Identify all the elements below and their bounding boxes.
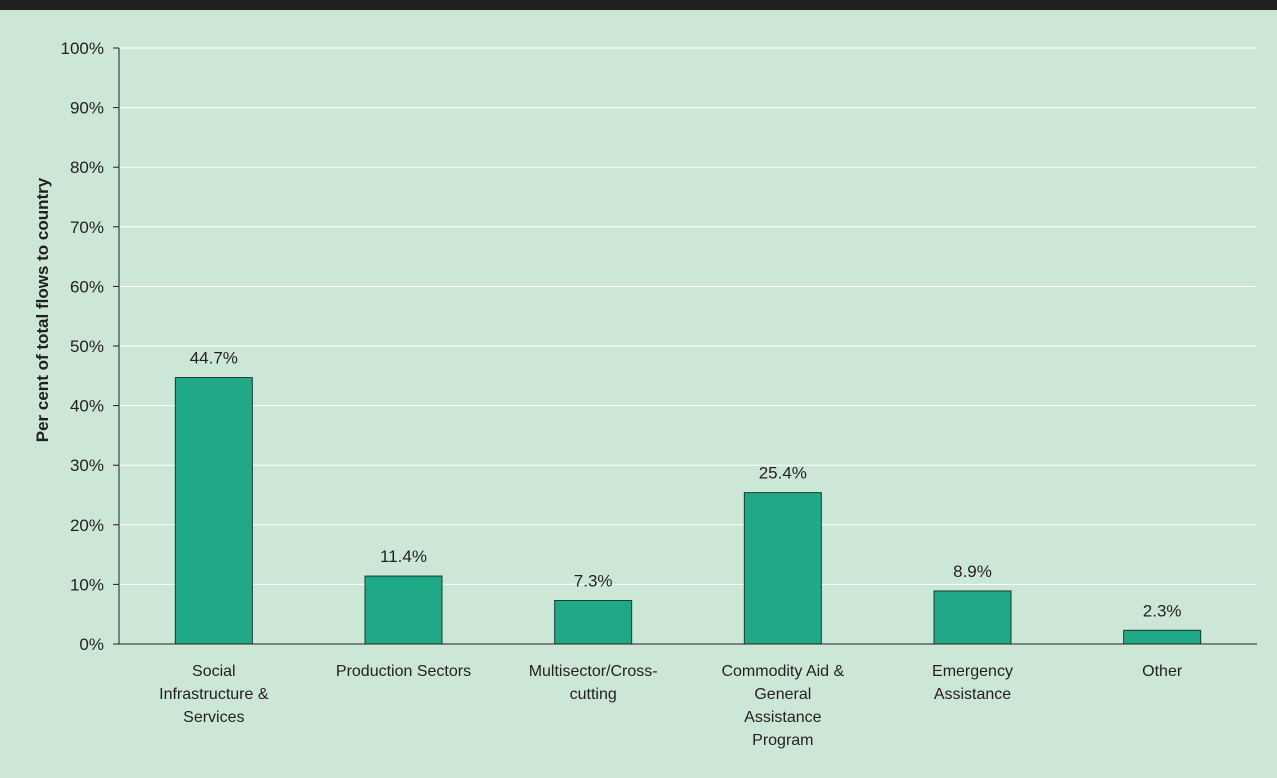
- x-tick-label-line: Emergency: [932, 663, 1013, 680]
- x-tick-label: Other: [1142, 663, 1183, 680]
- y-tick-label: 40%: [70, 397, 104, 416]
- axes: [113, 47, 1257, 645]
- x-tick-label-line: Other: [1142, 663, 1183, 680]
- x-tick-label-line: Commodity Aid &: [721, 663, 844, 680]
- y-tick-label: 60%: [70, 277, 104, 296]
- y-axis-label: Per cent of total flows to country: [33, 177, 52, 442]
- x-tick-label-line: Services: [183, 709, 244, 726]
- y-tick-label: 70%: [70, 218, 104, 237]
- bars: 44.7% 11.4% 7.3% 25.4% 8.9% 2.3%: [174, 349, 1202, 645]
- x-tick-label: Commodity Aid & General Assistance Program: [721, 663, 844, 749]
- y-tick-label: 100%: [61, 39, 104, 58]
- y-tick-label: 20%: [70, 516, 104, 535]
- x-tick-label-line: Social: [192, 663, 236, 680]
- bar: [554, 599, 633, 645]
- gridlines: [119, 47, 1257, 585]
- y-tick-label: 90%: [70, 99, 104, 118]
- x-tick-label: Social Infrastructure & Services: [159, 663, 269, 726]
- y-tick-label: 30%: [70, 456, 104, 475]
- x-tick-label: Emergency Assistance: [932, 663, 1013, 703]
- y-tick-label: 10%: [70, 575, 104, 594]
- data-label: 7.3%: [574, 571, 613, 590]
- bar-chart: 0% 10% 20% 30% 40% 50% 60% 70% 80% 90% 100% 44.7% 1…: [33, 39, 1257, 749]
- bar: [174, 377, 253, 645]
- bar: [743, 492, 822, 645]
- bar: [933, 590, 1012, 645]
- data-label: 44.7%: [190, 349, 238, 368]
- x-tick-label: Multisector/Cross-cutting: [529, 663, 658, 703]
- y-axis-ticks: 0% 10% 20% 30% 40% 50% 60% 70% 80% 90% 100%: [61, 39, 104, 654]
- x-tick-label-line: Assistance: [934, 686, 1011, 703]
- y-tick-label: 80%: [70, 158, 104, 177]
- x-tick-label-line: Infrastructure &: [159, 686, 269, 703]
- bar: [364, 575, 443, 645]
- data-label: 8.9%: [953, 562, 992, 581]
- bar: [1123, 629, 1202, 645]
- x-tick-label-line: Program: [752, 732, 813, 749]
- x-tick-label-line: General: [754, 686, 811, 703]
- x-tick-label-line: Production Sectors: [336, 663, 471, 680]
- x-axis-labels: Social Infrastructure & Services Production…: [159, 663, 1183, 749]
- chart-container: 0% 10% 20% 30% 40% 50% 60% 70% 80% 90% 100% 44.7% 1…: [0, 10, 1277, 773]
- y-tick-label: 50%: [70, 337, 104, 356]
- x-tick-label: Production Sectors: [336, 663, 471, 680]
- x-tick-label-line: cutting: [570, 686, 617, 703]
- x-tick-label-line: Multisector/Cross-: [529, 663, 658, 680]
- top-bar: [0, 0, 1277, 10]
- data-label: 11.4%: [380, 547, 427, 566]
- x-tick-label-line: Assistance: [744, 709, 821, 726]
- data-label: 2.3%: [1143, 601, 1182, 620]
- y-tick-label: 0%: [79, 635, 104, 654]
- data-label: 25.4%: [759, 464, 807, 483]
